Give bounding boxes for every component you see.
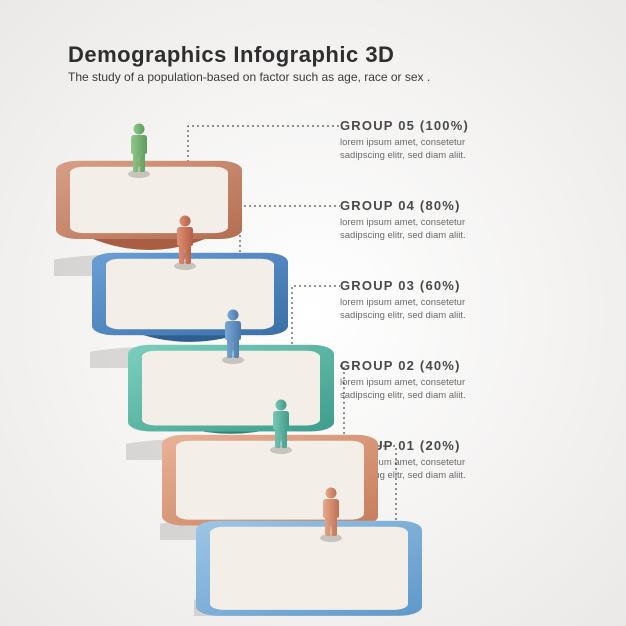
callout-label: GROUP 04 (80%)	[340, 198, 600, 213]
person-icon	[316, 486, 346, 542]
person-icon	[170, 214, 200, 270]
callout-label: GROUP 05 (100%)	[340, 118, 600, 133]
callout-label: GROUP 02 (40%)	[340, 358, 600, 373]
page-title: Demographics Infographic 3D	[68, 42, 430, 68]
person-icon	[218, 308, 248, 364]
callout-group-2: GROUP 02 (40%) lorem ipsum amet, consetet…	[340, 358, 600, 403]
callout-group-4: GROUP 04 (80%) lorem ipsum amet, consetet…	[340, 198, 600, 243]
callout-body: lorem ipsum amet, consetetur sadipscing …	[340, 137, 500, 163]
callout-group-5: GROUP 05 (100%) lorem ipsum amet, consete…	[340, 118, 600, 163]
platform-step-1	[194, 516, 424, 616]
person-icon	[124, 122, 154, 178]
person-icon	[266, 398, 296, 454]
callout-body: lorem ipsum amet, consetetur sadipscing …	[340, 217, 500, 243]
platform-stage	[30, 98, 390, 598]
callout-body: lorem ipsum amet, consetetur sadipscing …	[340, 297, 500, 323]
callout-body: lorem ipsum amet, consetetur sadipscing …	[340, 377, 500, 403]
title-block: Demographics Infographic 3D The study of…	[68, 42, 430, 84]
callout-label: GROUP 03 (60%)	[340, 278, 600, 293]
page-subtitle: The study of a population-based on facto…	[68, 70, 430, 84]
callout-group-3: GROUP 03 (60%) lorem ipsum amet, consetet…	[340, 278, 600, 323]
